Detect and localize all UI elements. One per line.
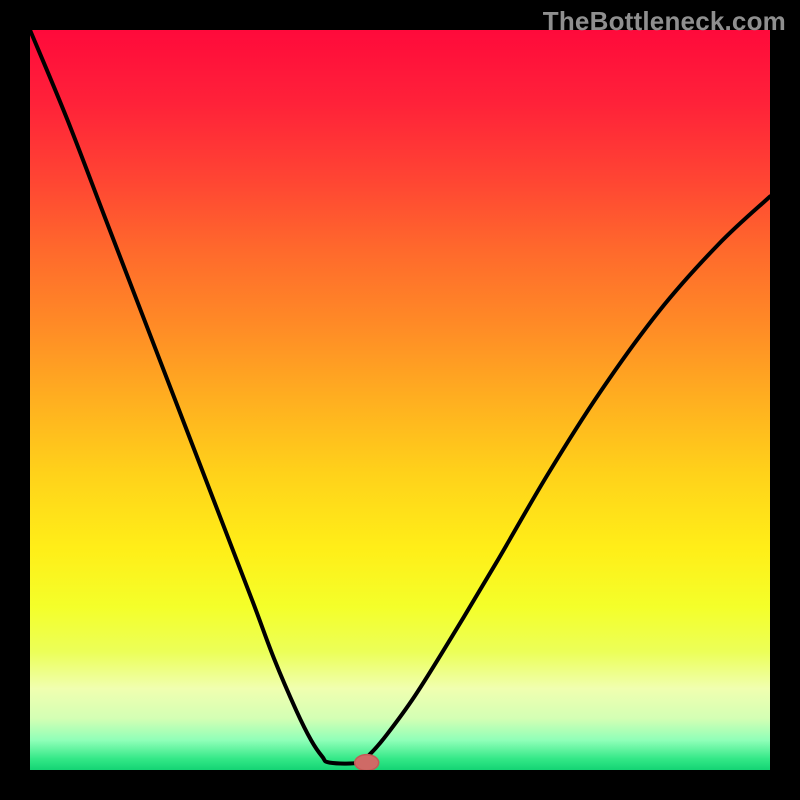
plot-background — [30, 30, 770, 770]
chart-stage: TheBottleneck.com — [0, 0, 800, 800]
optimal-point-marker — [355, 755, 379, 771]
bottleneck-chart — [0, 0, 800, 800]
